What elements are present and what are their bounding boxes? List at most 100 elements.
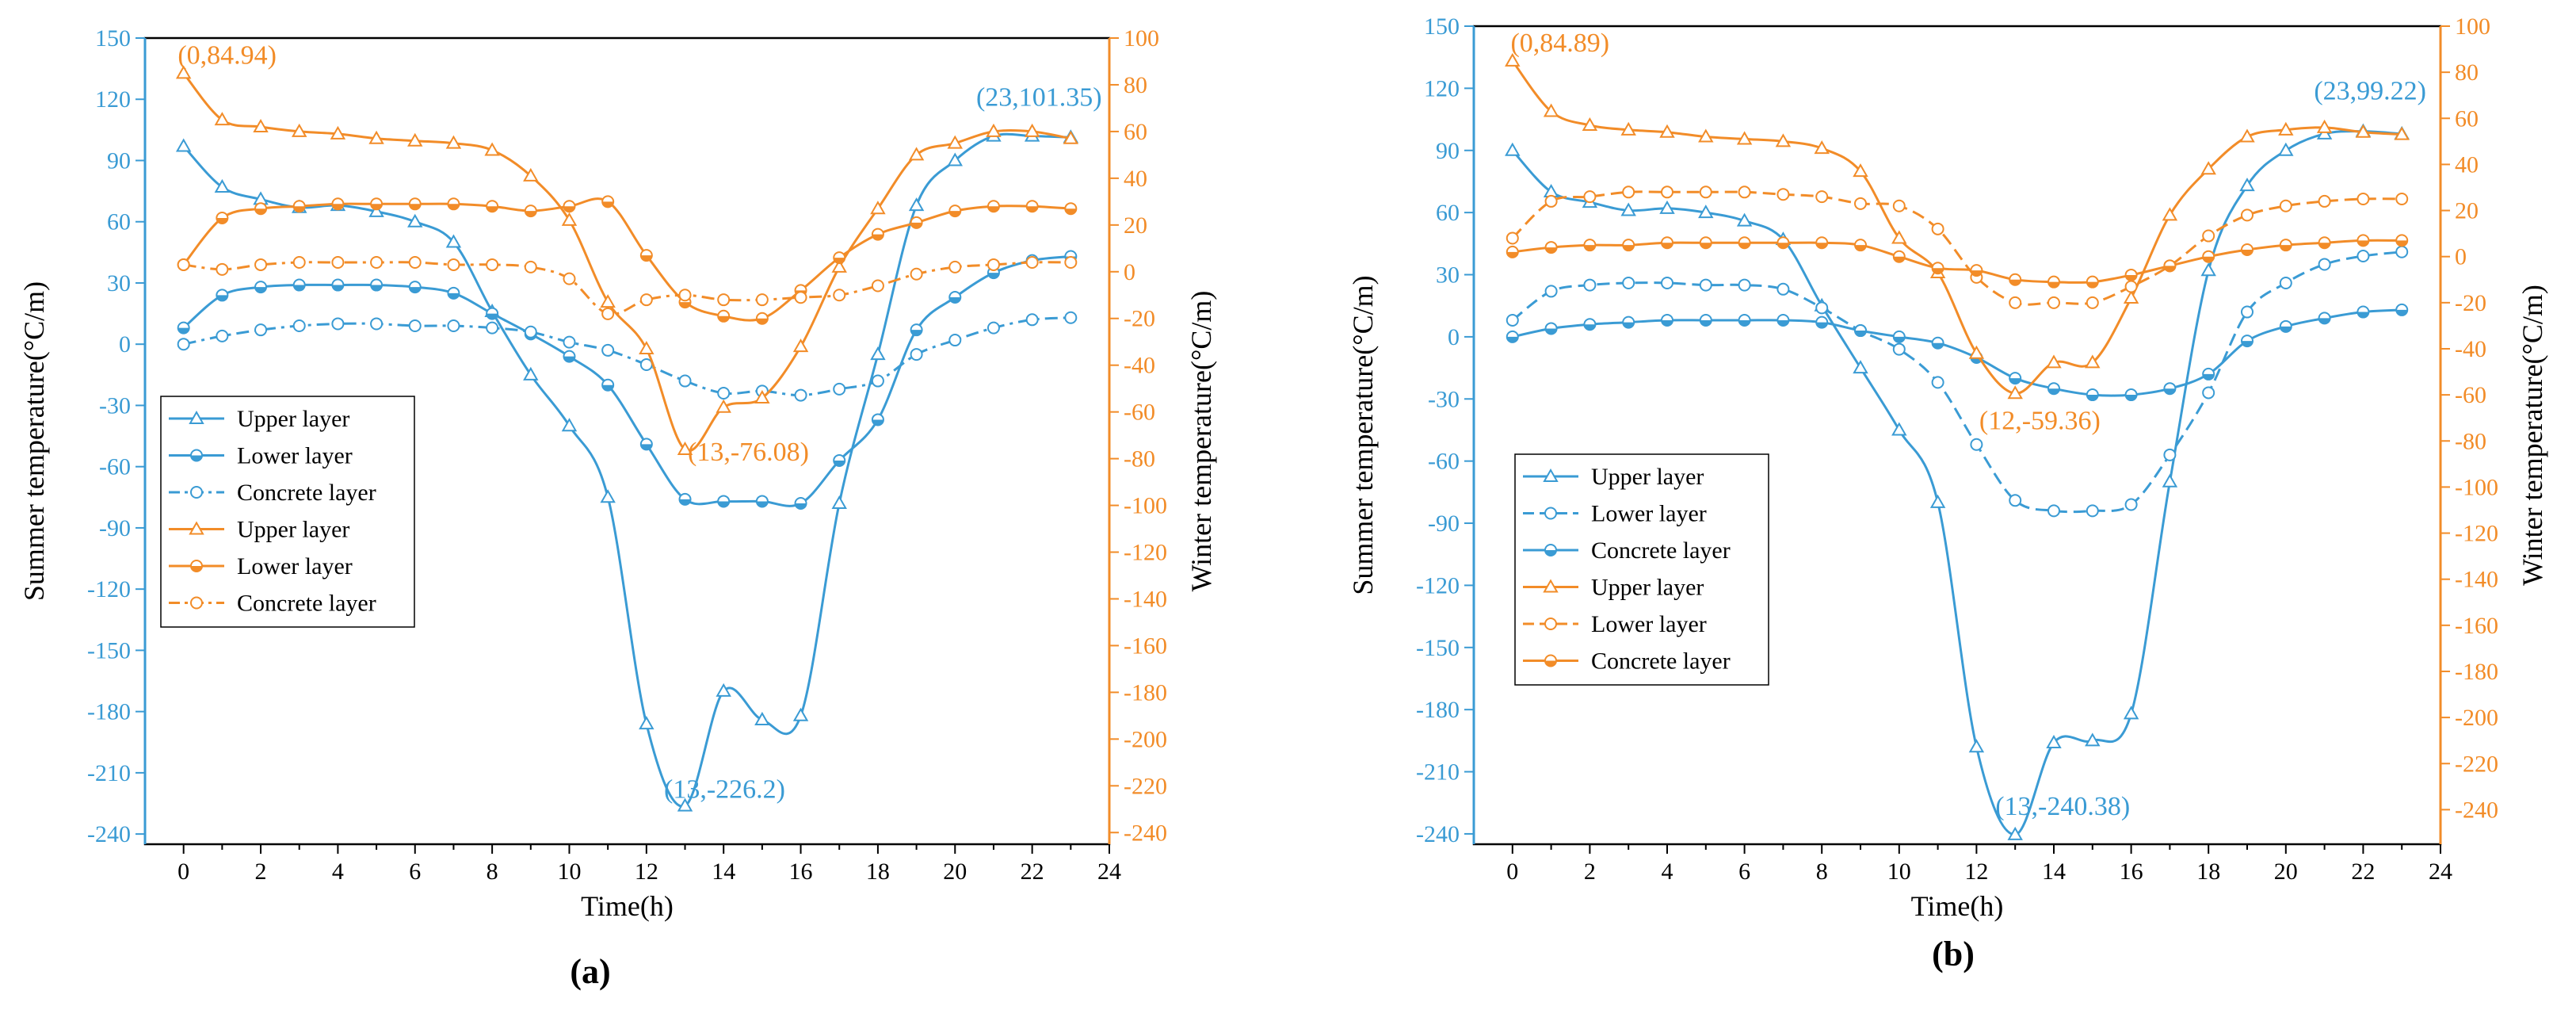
y-tick-label: -30 [99, 392, 131, 419]
legend-item: Upper layer [1523, 464, 1704, 490]
legend-label: Lower layer [1591, 501, 1707, 527]
data-point [2318, 258, 2331, 271]
data-point-fill [1816, 322, 1828, 328]
data-point [2123, 706, 2139, 720]
series-line [182, 197, 1071, 322]
data-point [831, 495, 847, 510]
data-point-fill [216, 217, 228, 224]
data-point-fill [872, 234, 883, 240]
y-tick-label: 90 [1436, 138, 1460, 164]
data-point [1970, 438, 1983, 451]
series-line [1512, 239, 2402, 284]
data-point-fill [640, 444, 652, 450]
y2-tick-label: 40 [1124, 166, 1147, 192]
series-line [1511, 59, 2402, 395]
y2-tick-label: -180 [2455, 659, 2498, 685]
data-point-fill [563, 206, 575, 212]
data-point [792, 707, 809, 721]
data-point [1024, 123, 1040, 137]
data-point [561, 418, 578, 432]
data-point [445, 135, 462, 149]
data-point-fill [1777, 319, 1789, 326]
data-point [1659, 124, 1675, 138]
data-point [2085, 732, 2101, 747]
data-point [1622, 276, 1635, 289]
data-point-fill [1855, 245, 1866, 251]
data-point-fill [1777, 243, 1789, 249]
y2-tick-label: -180 [1124, 679, 1167, 706]
y2-tick-label: -240 [1124, 820, 1167, 846]
data-point-fill [756, 501, 768, 507]
x-tick-label: 24 [1097, 858, 1121, 885]
data-point [717, 293, 731, 307]
data-point [1063, 130, 1079, 144]
x-tick-label: 16 [789, 858, 813, 885]
data-point [831, 258, 847, 273]
data-point [177, 258, 190, 271]
data-point [408, 255, 422, 269]
series-line [1511, 130, 2402, 836]
legend-marker [189, 410, 204, 424]
data-point-fill [448, 204, 460, 210]
data-point-fill [332, 204, 344, 210]
x-tick-label: 18 [866, 858, 890, 885]
data-point [175, 138, 192, 152]
plot-frame [1472, 25, 2442, 846]
data-point [2085, 354, 2101, 369]
legend-label: Concrete layer [237, 591, 376, 617]
data-point-fill [2396, 240, 2408, 247]
data-point [601, 307, 615, 320]
x-tick-label: 16 [2120, 858, 2143, 885]
data-point [1968, 345, 1985, 359]
y2-tick-label: -140 [2455, 567, 2498, 593]
x-tick-label: 22 [1021, 858, 1044, 885]
data-point [292, 255, 306, 269]
y2-tick-label: -160 [2455, 613, 2498, 639]
data-point [2279, 276, 2292, 289]
series-2 [1506, 245, 2409, 518]
data-point-fill [1893, 256, 1905, 262]
data-point [947, 135, 964, 149]
data-point [2318, 194, 2331, 208]
data-point [1815, 190, 1829, 204]
data-point [1543, 103, 1559, 117]
y2-tick-label: 0 [1124, 259, 1135, 285]
y-tick-label: 60 [107, 209, 131, 235]
data-point [253, 119, 269, 133]
legend: Upper layer Lower layer Concrete layer Uppe… [1514, 453, 1769, 686]
x-tick-label: 0 [177, 858, 189, 885]
data-point [1064, 255, 1078, 269]
y-tick-label: 30 [107, 270, 131, 296]
data-point-fill [1026, 206, 1038, 212]
data-point-fill [2125, 274, 2137, 281]
data-point [639, 293, 653, 307]
y-axis-title: Summer temperature(°C/m) [1347, 275, 1379, 595]
data-point [2241, 208, 2254, 222]
annotation-label: (0,84.89) [1510, 29, 1609, 58]
data-point-fill [1623, 322, 1635, 328]
series-4 [175, 65, 1079, 456]
data-point [910, 348, 923, 361]
y-axis-title: Summer temperature(°C/m) [18, 281, 50, 601]
data-point [2202, 386, 2215, 400]
x-tick-label: 18 [2196, 858, 2220, 885]
data-point [254, 258, 268, 271]
data-point [870, 201, 886, 215]
data-point [1736, 131, 1753, 145]
y-tick-label: 90 [107, 147, 131, 174]
data-point [678, 289, 692, 302]
series-5 [1506, 185, 2409, 309]
y2-tick-label: 80 [1124, 72, 1147, 98]
x-tick-label: 24 [2429, 858, 2452, 885]
y2-tick-label: 0 [2455, 244, 2467, 270]
data-point [1583, 190, 1597, 204]
data-point [2278, 121, 2294, 136]
legend-marker-fill [191, 455, 202, 461]
x-tick-label: 22 [2351, 858, 2375, 885]
annotation-label: (0,84.94) [177, 40, 277, 70]
data-point [1505, 52, 1521, 67]
y-tick-label: -120 [87, 576, 131, 602]
data-point-fill [525, 211, 536, 217]
series-line [1512, 308, 2402, 397]
